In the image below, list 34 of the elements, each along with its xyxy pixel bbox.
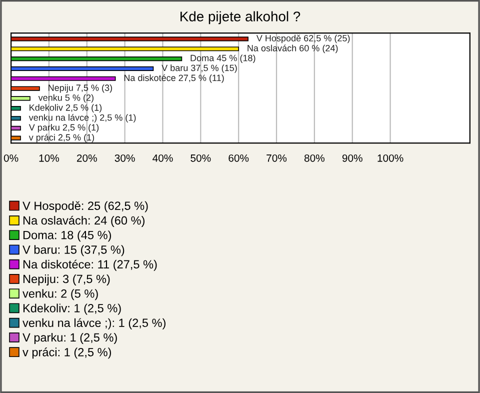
x-tick-label: 70% <box>266 154 287 162</box>
x-tick-label: 0% <box>4 154 18 162</box>
legend-label: Na oslavách: 24 (60 %) <box>23 216 144 227</box>
legend-label: Kdekoliv: 1 (2,5 %) <box>23 304 121 315</box>
x-tick-label: 30% <box>114 154 135 162</box>
legend-label: V baru: 15 (37,5 %) <box>22 245 124 256</box>
x-tick-label: 90% <box>342 154 362 162</box>
x-tick-label: 50% <box>190 154 211 162</box>
data-label: venku na lávce ;) 2,5 % (1) <box>28 114 136 123</box>
data-label: V baru 37,5 % (15) <box>162 64 237 73</box>
data-label: Kdekoliv 2,5 % (1) <box>30 104 102 113</box>
legend-label: Doma: 18 (45 %) <box>23 230 112 242</box>
data-label: V Hospodě 62,5 % (25) <box>256 34 350 44</box>
chart-title: Kde pijete alkohol ? <box>180 11 300 24</box>
x-tick-label: 20% <box>76 154 97 162</box>
x-tick-label: 80% <box>304 154 324 162</box>
legend-label: v práci: 1 (2,5 %) <box>22 348 112 359</box>
data-label: Doma 45 % (18) <box>190 54 256 63</box>
x-tick-label: 60% <box>228 154 249 162</box>
data-label: V parku 2,5 % (1) <box>28 124 99 132</box>
data-label: v práci 2,5 % (1) <box>28 134 94 142</box>
data-label: Na diskotéce 27,5 % (11) <box>124 74 224 83</box>
data-label: venku 5 % (2) <box>38 94 94 103</box>
x-tick-label: 40% <box>152 154 173 162</box>
legend-label: Na diskotéce: 11 (27,5 %) <box>23 260 157 271</box>
x-tick-label: 100% <box>378 154 404 162</box>
legend-label: venku: 2 (5 %) <box>22 289 98 300</box>
legend-label: Nepiju: 3 (7,5 %) <box>23 274 110 286</box>
data-label: Nepiju 7,5 % (3) <box>48 84 112 93</box>
data-label: Na oslavách 60 % (24) <box>248 44 338 54</box>
legend-label: venku na lávce ;): 1 (2,5 %) <box>22 318 166 330</box>
legend-label: V Hospodě: 25 (62,5 %) <box>22 201 148 212</box>
legend-label: V parku: 1 (2,5 %) <box>22 332 117 344</box>
x-tick-label: 10% <box>39 154 60 162</box>
